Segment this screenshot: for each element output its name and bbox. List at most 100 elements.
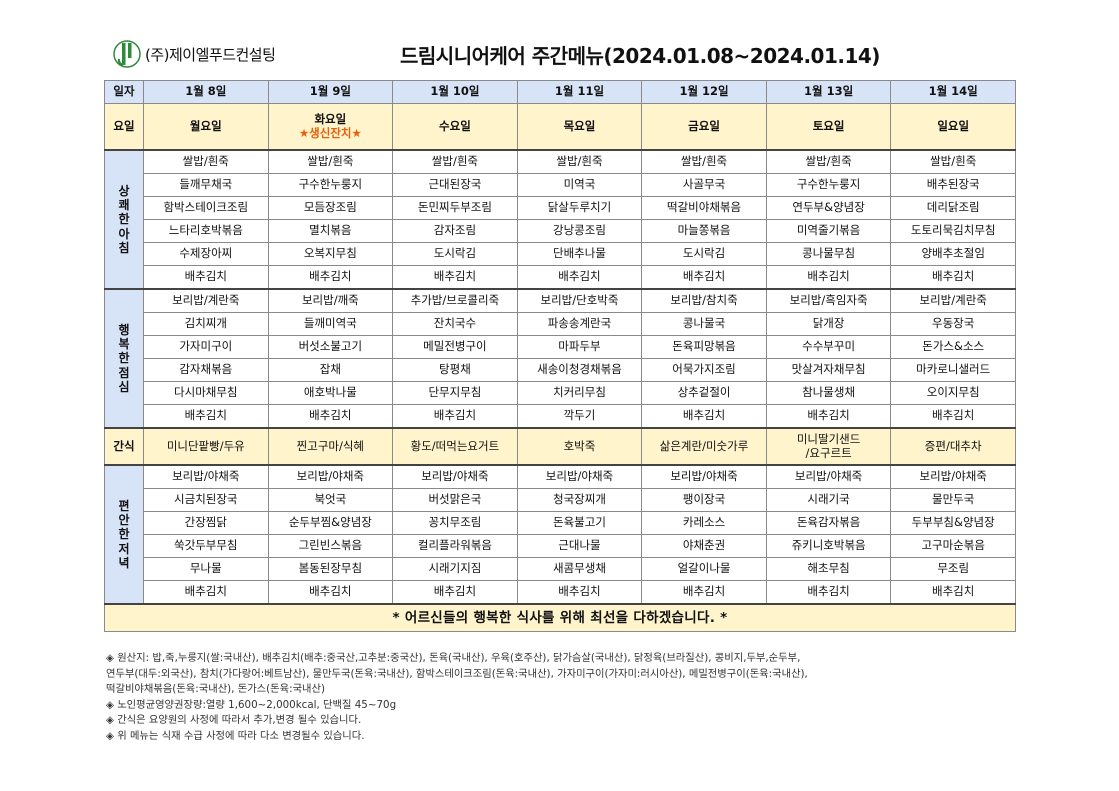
menu-item-cell: 모듬장조림 xyxy=(267,196,394,220)
snack-item-cell: 삶은계란/미숫가루 xyxy=(641,427,767,466)
menu-item-cell: 보리밥/야채죽 xyxy=(516,464,643,489)
menu-item-cell: 쌀밥/흰죽 xyxy=(267,149,394,174)
menu-item-cell: 배추김치 xyxy=(641,404,767,429)
weekday-name: 월요일 xyxy=(189,118,222,133)
dinner-row: 무나물 봄동된장무침 시래기지짐 새콤무생채 얼갈이나물 해초무침 무조림 xyxy=(105,557,1016,581)
menu-item-cell: 어묵가지조림 xyxy=(641,358,767,382)
lunch-row: 배추김치 배추김치 배추김치 깍두기 배추김치 배추김치 배추김치 xyxy=(105,404,1016,429)
menu-item-cell: 보리밥/계란죽 xyxy=(143,288,269,313)
menu-item-cell: 쌀밥/흰죽 xyxy=(516,149,643,174)
menu-item-cell: 쑥갓두부무침 xyxy=(143,534,269,558)
menu-item-cell: 꽁치무조림 xyxy=(392,511,518,535)
menu-item-cell: 단무지무침 xyxy=(392,381,518,405)
menu-item-cell: 보리밥/야채죽 xyxy=(890,464,1016,489)
breakfast-label-char: 침 xyxy=(118,241,130,256)
menu-item-cell: 배추김치 xyxy=(765,265,892,290)
breakfast-row: 배추김치 배추김치 배추김치 배추김치 배추김치 배추김치 배추김치 xyxy=(105,265,1016,290)
snack-item-cell: 호박죽 xyxy=(516,427,643,466)
note-line: ◈ 원산지: 밥,죽,누룽지(쌀:국내산), 배추김치(배추:중국산,고추분:중… xyxy=(106,652,801,664)
breakfast-label-char: 아 xyxy=(118,226,130,241)
menu-item-cell: 가자미구이 xyxy=(143,335,269,359)
menu-item-cell: 콩나물국 xyxy=(641,312,767,336)
snack-row: 간식 미니단팥빵/두유 찐고구마/식혜 황도/떠먹는요거트 호박죽 삶은계란/미숫가루 미니… xyxy=(104,427,1016,466)
weekday-name: 수요일 xyxy=(439,118,471,133)
date-cell: 1월 9일 xyxy=(267,80,394,104)
menu-item-cell: 김치찌개 xyxy=(143,312,269,336)
menu-item-cell: 마늘쫑볶음 xyxy=(641,219,767,243)
menu-item-cell: 청국장찌개 xyxy=(516,488,643,512)
date-row: 일자 1월 8일 1월 9일 1월 10일 1월 11일 1월 12일 1월 13일 1월 1… xyxy=(104,80,1016,104)
menu-item-cell: 보리밥/야채죽 xyxy=(641,464,767,489)
breakfast-label-char: 상 xyxy=(118,183,130,198)
breakfast-row: 들깨무채국 구수한누룽지 근대된장국 미역국 사골무국 구수한누룽지 배추된장국 xyxy=(105,173,1016,197)
menu-item-cell: 메밀전병구이 xyxy=(392,335,518,359)
breakfast-row: 상 쾌 한 아 침 쌀밥/흰죽 쌀밥/흰죽 쌀밥/흰죽 쌀밥/흰죽 쌀밥/흰죽 쌀밥/흰죽 쌀밥/흰죽 xyxy=(104,149,1016,290)
menu-item-cell: 들깨미역국 xyxy=(267,312,394,336)
page-title: 드림시니어케어 주간메뉴(2024.01.08~2024.01.14) xyxy=(400,44,880,68)
menu-item-cell: 미역줄기볶음 xyxy=(765,219,892,243)
menu-item-cell: 해초무침 xyxy=(765,557,892,581)
date-cell: 1월 12일 xyxy=(641,80,767,104)
dinner-row: 시금치된장국 북엇국 버섯맑은국 청국장찌개 팽이장국 시래기국 물만두국 xyxy=(105,488,1016,512)
breakfast-label-char: 한 xyxy=(118,212,130,227)
menu-item-cell: 배추김치 xyxy=(890,404,1016,429)
menu-item-cell: 감자채볶음 xyxy=(143,358,269,382)
weekday-name: 화요일 xyxy=(314,111,347,126)
dinner-label-char: 저 xyxy=(118,541,130,556)
menu-item-cell: 데리닭조림 xyxy=(890,196,1016,220)
menu-item-cell: 시래기지짐 xyxy=(392,557,518,581)
dinner-row: 배추김치 배추김치 배추김치 배추김치 배추김치 배추김치 배추김치 xyxy=(105,580,1016,605)
weekday-name: 일요일 xyxy=(937,118,970,133)
menu-item-cell: 보리밥/참치죽 xyxy=(641,288,767,313)
menu-item-cell: 야채춘권 xyxy=(641,534,767,558)
dinner-label-char: 편 xyxy=(118,498,130,513)
menu-item-cell: 고구마순볶음 xyxy=(890,534,1016,558)
menu-item-cell: 다시마채무침 xyxy=(143,381,269,405)
menu-item-cell: 떡갈비야채볶음 xyxy=(641,196,767,220)
weekday-cell: 목요일 xyxy=(516,103,643,151)
lunch-label-char: 복 xyxy=(118,336,130,351)
menu-item-cell: 배추김치 xyxy=(143,580,269,605)
weekday-cell: 월요일 xyxy=(143,103,269,151)
note-line: ◈ 간식은 요양원의 사정에 따라서 추가,변경 될수 있습니다. xyxy=(106,714,362,726)
menu-item-cell: 배추김치 xyxy=(267,404,394,429)
dinner-label-char: 녁 xyxy=(118,556,130,571)
menu-item-cell: 배추김치 xyxy=(267,265,394,290)
menu-item-cell: 양배추초절임 xyxy=(890,242,1016,266)
menu-item-cell: 콩나물무침 xyxy=(765,242,892,266)
lunch-row: 가자미구이 버섯소불고기 메밀전병구이 마파두부 돈육피망볶음 수수부꾸미 돈가스&소스 xyxy=(105,335,1016,359)
menu-item-cell: 팽이장국 xyxy=(641,488,767,512)
menu-item-cell: 애호박나물 xyxy=(267,381,394,405)
menu-item-cell: 무나물 xyxy=(143,557,269,581)
note-line: ◈ 위 메뉴는 식재 수급 사정에 따라 다소 변경될수 있습니다. xyxy=(106,729,365,742)
menu-item-cell: 구수한누룽지 xyxy=(765,173,892,197)
menu-item-cell: 버섯소불고기 xyxy=(267,335,394,359)
menu-item-cell: 쥬키니호박볶음 xyxy=(765,534,892,558)
menu-item-cell: 배추김치 xyxy=(392,404,518,429)
menu-item-cell: 시래기국 xyxy=(765,488,892,512)
lunch-row: 다시마채무침 애호박나물 단무지무침 치커리무침 상추겉절이 참나물생채 오이지무침 xyxy=(105,381,1016,405)
note-line: 연두부(대두:외국산), 참치(가다랑어:베트남산), 물만두국(돈육:국내산)… xyxy=(106,667,808,680)
menu-item-cell: 멸치볶음 xyxy=(267,219,394,243)
weekday-cell: 일요일 xyxy=(890,103,1016,151)
menu-item-cell: 돈육불고기 xyxy=(516,511,643,535)
lunch-label-char: 점 xyxy=(118,365,130,380)
snack-item-cell: 미니단팥빵/두유 xyxy=(143,427,269,466)
menu-item-cell: 맛살겨자채무침 xyxy=(765,358,892,382)
event-badge: ★생신잔치★ xyxy=(298,125,362,140)
menu-item-cell: 도시락김 xyxy=(392,242,518,266)
weekday-cell: 토요일 xyxy=(765,103,892,151)
menu-item-cell: 물만두국 xyxy=(890,488,1016,512)
snack-item-text: 증편/대추차 xyxy=(924,438,982,453)
snack-item-text: 삶은계란/미숫가루 xyxy=(659,438,749,453)
menu-item-cell: 연두부&양념장 xyxy=(765,196,892,220)
weekday-name: 목요일 xyxy=(563,118,596,133)
snack-item-cell: 황도/떠먹는요거트 xyxy=(392,427,518,466)
weekday-cell: 금요일 xyxy=(641,103,767,151)
menu-item-cell: 배추김치 xyxy=(641,265,767,290)
snack-item-text: 호박죽 xyxy=(563,438,596,453)
weekly-menu-table: 일자 1월 8일 1월 9일 1월 10일 1월 11일 1월 12일 1월 13일 1월 1… xyxy=(104,80,1016,632)
company-logo: (주)제이엘푸드컨설팅 xyxy=(113,38,276,70)
